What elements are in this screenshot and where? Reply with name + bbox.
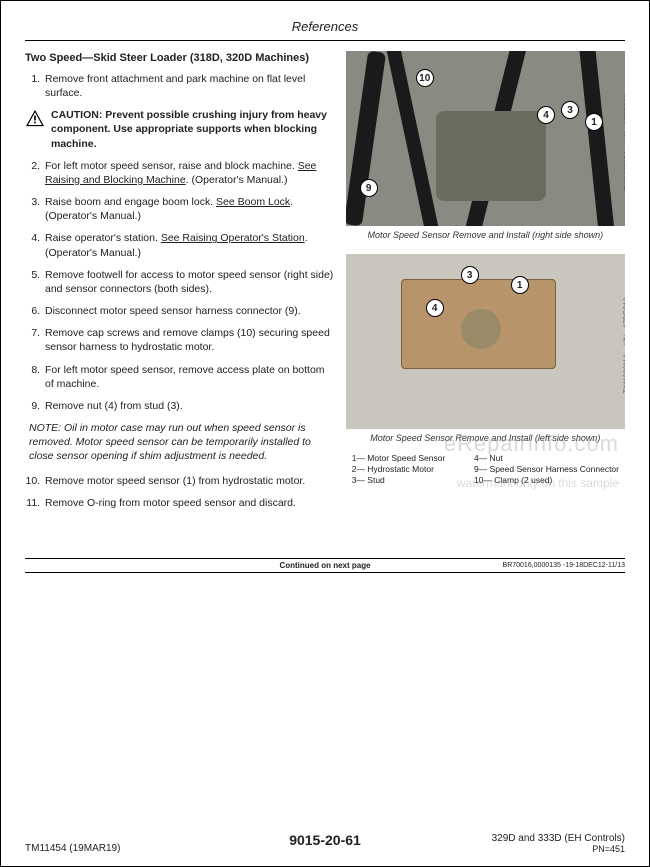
step-list: Remove front attachment and park machine… bbox=[25, 72, 334, 413]
decor-hose bbox=[346, 51, 386, 226]
step-4-text-a: Raise operator's station. bbox=[45, 232, 161, 244]
procedure-title: Two Speed—Skid Steer Loader (318D, 320D … bbox=[25, 51, 334, 66]
legend-1: 1— Motor Speed Sensor bbox=[352, 453, 456, 463]
footer: TM11454 (19MAR19) 9015-20-61 329D and 33… bbox=[25, 833, 625, 854]
footer-model: 329D and 333D (EH Controls) bbox=[492, 833, 625, 844]
footer-pn: PN=451 bbox=[492, 844, 625, 854]
right-column: 10 4 3 1 9 TX1123810A —UN—17DEC12 Motor … bbox=[346, 51, 625, 518]
figure-1-caption: Motor Speed Sensor Remove and Install (r… bbox=[346, 230, 625, 240]
figure-2-code: TX1123811A —UN—17DEC12 bbox=[624, 297, 626, 393]
link-boom-lock[interactable]: See Boom Lock bbox=[216, 196, 290, 208]
figure-1-image: 10 4 3 1 9 TX1123810A —UN—17DEC12 bbox=[346, 51, 625, 226]
note-text: Oil in motor case may run out when speed… bbox=[29, 422, 311, 462]
callout-3: 3 bbox=[561, 101, 579, 119]
step-11: Remove O-ring from motor speed sensor an… bbox=[43, 496, 334, 510]
callout-4: 4 bbox=[537, 106, 555, 124]
decor-motor bbox=[436, 111, 546, 201]
figure-2: 3 1 4 TX1123811A —UN—17DEC12 Motor Speed… bbox=[346, 254, 625, 443]
left-column: Two Speed—Skid Steer Loader (318D, 320D … bbox=[25, 51, 334, 518]
note-block: NOTE: Oil in motor case may run out when… bbox=[25, 421, 334, 464]
footer-left: TM11454 (19MAR19) bbox=[25, 843, 120, 854]
page: References Two Speed—Skid Steer Loader (… bbox=[1, 1, 649, 866]
step-3-text-a: Raise boom and engage boom lock. bbox=[45, 196, 216, 208]
legend-10: 10— Clamp (2 used) bbox=[474, 475, 619, 485]
step-9: Remove nut (4) from stud (3). bbox=[43, 399, 334, 413]
callout-3: 3 bbox=[461, 266, 479, 284]
footer-center: 9015-20-61 bbox=[289, 832, 361, 848]
step-2-text-b: . (Operator's Manual.) bbox=[186, 174, 288, 186]
step-list-continued: Remove motor speed sensor (1) from hydro… bbox=[25, 474, 334, 510]
decor-sensor bbox=[461, 309, 501, 349]
callout-4: 4 bbox=[426, 299, 444, 317]
legend-4: 4— Nut bbox=[474, 453, 619, 463]
legend-3: 3— Stud bbox=[352, 475, 456, 485]
callout-10: 10 bbox=[416, 69, 434, 87]
step-2-text-a: For left motor speed sensor, raise and b… bbox=[45, 160, 298, 172]
figure-2-caption: Motor Speed Sensor Remove and Install (l… bbox=[346, 433, 625, 443]
section-header: References bbox=[25, 19, 625, 41]
figure-1: 10 4 3 1 9 TX1123810A —UN—17DEC12 Motor … bbox=[346, 51, 625, 240]
caution-block: CAUTION: Prevent possible crushing injur… bbox=[25, 108, 334, 151]
legend: 1— Motor Speed Sensor 2— Hydrostatic Mot… bbox=[346, 453, 625, 486]
step-8: For left motor speed sensor, remove acce… bbox=[43, 363, 334, 391]
callout-1: 1 bbox=[585, 113, 603, 131]
legend-col-1: 1— Motor Speed Sensor 2— Hydrostatic Mot… bbox=[352, 453, 456, 486]
figure-2-image: 3 1 4 TX1123811A —UN—17DEC12 bbox=[346, 254, 625, 429]
footer-right: 329D and 333D (EH Controls) PN=451 bbox=[492, 833, 625, 854]
step-2: For left motor speed sensor, raise and b… bbox=[43, 159, 334, 187]
step-5: Remove footwell for access to motor spee… bbox=[43, 268, 334, 296]
step-6: Disconnect motor speed sensor harness co… bbox=[43, 304, 334, 318]
step-10: Remove motor speed sensor (1) from hydro… bbox=[43, 474, 334, 488]
legend-2: 2— Hydrostatic Motor bbox=[352, 464, 456, 474]
legend-col-2: 4— Nut 9— Speed Sensor Harness Connector… bbox=[474, 453, 619, 486]
caution-icon bbox=[25, 109, 45, 127]
step-4: Raise operator's station. See Raising Op… bbox=[43, 231, 334, 259]
content-columns: Two Speed—Skid Steer Loader (318D, 320D … bbox=[25, 51, 625, 518]
caution-text: CAUTION: Prevent possible crushing injur… bbox=[51, 108, 334, 151]
legend-9: 9— Speed Sensor Harness Connector bbox=[474, 464, 619, 474]
decor-hose bbox=[579, 51, 616, 226]
callout-1: 1 bbox=[511, 276, 529, 294]
note-label: NOTE: bbox=[29, 422, 61, 434]
continued-bar: Continued on next page BR70016,0000135 -… bbox=[25, 558, 625, 573]
step-1: Remove front attachment and park machine… bbox=[43, 72, 334, 100]
figure-1-code: TX1123810A —UN—17DEC12 bbox=[624, 94, 626, 190]
continued-code: BR70016,0000135 -19-18DEC12-11/13 bbox=[503, 562, 625, 569]
link-raising-station[interactable]: See Raising Operator's Station bbox=[161, 232, 305, 244]
continued-text: Continued on next page bbox=[279, 561, 370, 570]
step-7: Remove cap screws and remove clamps (10)… bbox=[43, 326, 334, 354]
callout-9: 9 bbox=[360, 179, 378, 197]
step-3: Raise boom and engage boom lock. See Boo… bbox=[43, 195, 334, 223]
